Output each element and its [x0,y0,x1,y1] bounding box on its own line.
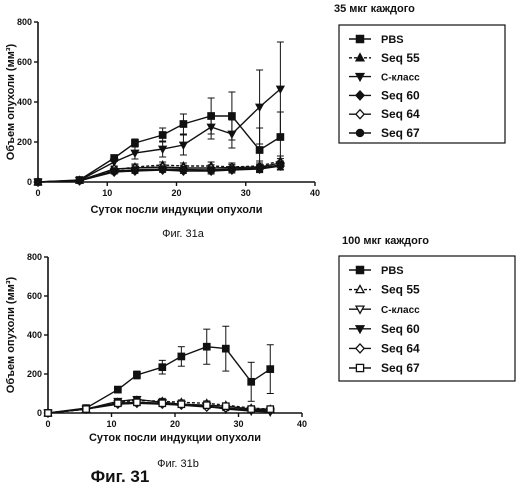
legend-marker [356,364,363,371]
legend-marker [356,129,363,136]
dose-label: 100 мкг каждого [342,235,429,247]
legend-label: Seq 67 [381,361,420,375]
data-point [229,113,235,119]
data-point [229,166,235,172]
y-tick-label: 200 [27,369,42,379]
y-tick-label: 400 [27,330,42,340]
data-point [83,406,89,412]
data-point [159,400,165,406]
data-point [208,167,214,173]
x-tick-label: 10 [102,188,112,198]
x-axis-label: Суток посли индукции опухоли [90,204,262,216]
data-point [277,162,283,168]
legend-label: Seq 60 [381,322,420,336]
figure-caption: Фиг. 31 [91,467,150,486]
legend-label: Seq 67 [381,126,420,140]
legend-marker [356,344,364,353]
data-point [228,131,235,137]
y-axis-label: Объем опухоли (мм³) [5,276,17,393]
data-point [178,353,184,359]
legend-label: PBS [381,265,404,277]
legend-marker [356,35,363,42]
y-tick-label: 0 [37,408,42,418]
data-point [204,402,210,408]
data-point [256,147,262,153]
data-point [134,372,140,378]
x-tick-label: 40 [310,188,320,198]
chart-panel-b: 0102030400200400600800Суток посли индукц… [5,235,515,470]
legend-label: Seq 64 [381,107,420,121]
data-point [132,140,138,146]
x-tick-label: 0 [45,419,50,429]
legend-label: PBS [381,34,404,46]
chart-panel-a: 0102030400200400600800Суток посли индукц… [5,3,505,240]
data-point [159,132,165,138]
legend-label: Seq 60 [381,88,420,102]
data-point [159,166,165,172]
y-tick-label: 800 [17,17,32,27]
data-point [35,179,41,185]
x-tick-label: 30 [241,188,251,198]
legend-marker [356,266,363,273]
data-point [180,166,186,172]
x-tick-label: 10 [106,419,116,429]
y-tick-label: 600 [17,57,32,67]
data-point [115,400,121,406]
legend-marker [356,285,364,292]
data-point [180,121,186,127]
x-tick-label: 30 [233,419,243,429]
data-point [248,406,254,412]
data-point [132,167,138,173]
data-point [223,403,229,409]
data-point [248,379,254,385]
legend-label: С-класс [381,305,420,316]
y-tick-label: 400 [17,97,32,107]
data-point [208,124,215,130]
data-point [256,165,262,171]
legend-marker [356,110,364,119]
legend-marker [356,91,364,100]
data-point [111,168,117,174]
data-point [159,364,165,370]
legend-marker [356,54,364,61]
data-point [159,146,166,152]
data-point [267,366,273,372]
panel-caption: Фиг. 31a [162,228,205,240]
data-point [115,386,121,392]
x-tick-label: 0 [35,188,40,198]
legend: PBS Seq 55 С-класс Seq 60 Seq 64 Seq 67 [339,256,515,381]
x-axis-label: Суток посли индукции опухоли [89,432,261,444]
legend-label: С-класс [381,73,420,84]
data-point [180,142,187,148]
x-tick-label: 40 [297,419,307,429]
y-axis-label: Объем опухоли (мм³) [5,43,17,160]
data-point [131,150,138,156]
data-point [223,345,229,351]
data-point [134,399,140,405]
dose-label: 35 мкг каждого [334,3,415,15]
data-point [45,410,51,416]
legend-label: Seq 55 [381,283,420,297]
data-point [267,406,273,412]
data-point [178,401,184,407]
y-tick-label: 600 [27,291,42,301]
x-tick-label: 20 [171,188,181,198]
data-point [204,344,210,350]
y-tick-label: 0 [27,177,32,187]
x-tick-label: 20 [170,419,180,429]
y-tick-label: 800 [27,252,42,262]
legend-label: Seq 64 [381,341,420,355]
legend-label: Seq 55 [381,51,420,65]
legend-frame [339,256,515,381]
legend: PBS Seq 55 С-класс Seq 60 Seq 64 Seq 67 [339,25,505,143]
y-tick-label: 200 [17,137,32,147]
data-point [76,178,82,184]
panel-caption: Фиг. 31b [157,458,199,470]
